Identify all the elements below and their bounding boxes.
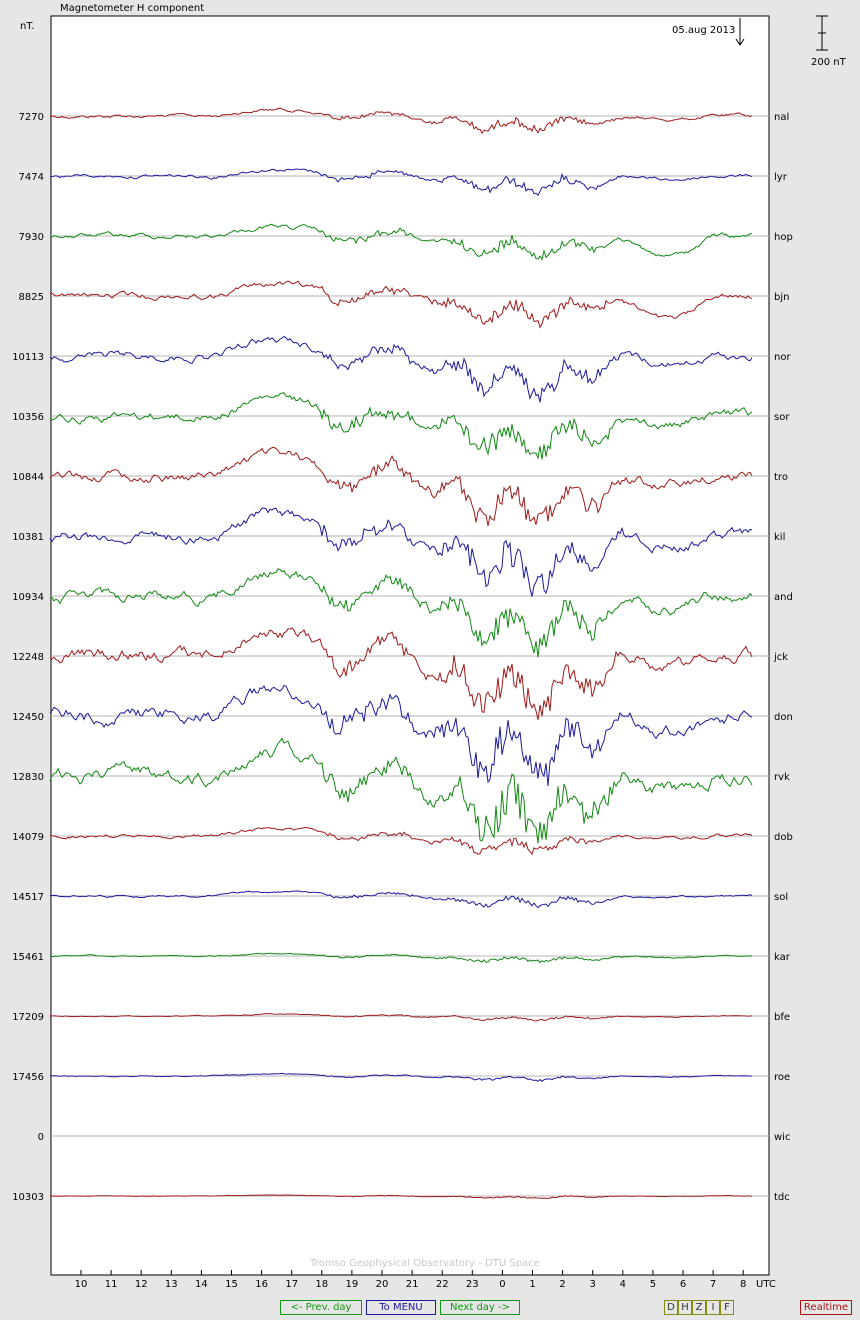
trace-sor <box>49 392 753 460</box>
trace-nal <box>49 107 753 135</box>
x-tick-label-0: 0 <box>499 1279 505 1290</box>
plot-area <box>50 15 770 1276</box>
baseline-value-nal: 7270 <box>19 112 44 123</box>
x-tick-label-11: 11 <box>105 1279 118 1290</box>
x-tick-label-20: 20 <box>376 1279 389 1290</box>
x-tick-label-3: 3 <box>590 1279 596 1290</box>
baseline-value-and: 10934 <box>12 592 44 603</box>
station-label-and: and <box>774 592 793 603</box>
x-tick-label-21: 21 <box>406 1279 419 1290</box>
scale-bar-label: 200 nT <box>811 57 847 68</box>
station-label-don: don <box>774 712 793 723</box>
x-tick-label-14: 14 <box>195 1279 208 1290</box>
station-label-hop: hop <box>774 232 793 243</box>
station-label-sor: sor <box>774 412 790 423</box>
x-axis-label: UTC <box>756 1279 776 1290</box>
x-tick-label-4: 4 <box>620 1279 626 1290</box>
chart-title: Magnetometer H component <box>60 3 204 14</box>
x-tick-label-12: 12 <box>135 1279 148 1290</box>
trace-nor <box>49 335 753 403</box>
baseline-value-sor: 10356 <box>12 412 44 423</box>
prev-day-button[interactable]: <- Prev. day <box>280 1300 362 1315</box>
to-menu-button[interactable]: To MENU <box>366 1300 436 1315</box>
baseline-value-roe: 17456 <box>12 1072 44 1083</box>
baseline-value-hop: 7930 <box>19 232 44 243</box>
x-tick-label-18: 18 <box>315 1279 328 1290</box>
baseline-value-kar: 15461 <box>12 952 44 963</box>
station-label-tdc: tdc <box>774 1192 790 1203</box>
trace-bjn <box>49 280 753 329</box>
x-tick-label-6: 6 <box>680 1279 686 1290</box>
y-unit-label: nT. <box>20 21 34 32</box>
station-label-lyr: lyr <box>774 172 788 183</box>
baseline-value-don: 12450 <box>12 712 44 723</box>
station-label-bfe: bfe <box>774 1012 790 1023</box>
x-tick-label-15: 15 <box>225 1279 238 1290</box>
x-tick-label-10: 10 <box>75 1279 88 1290</box>
scale-bar <box>816 15 828 51</box>
station-label-jck: jck <box>773 652 788 663</box>
credit-watermark: Tromso Geophysical Observatory - DTU Spa… <box>309 1258 540 1269</box>
station-label-tro: tro <box>774 472 788 483</box>
x-tick-label-22: 22 <box>436 1279 449 1290</box>
x-tick-label-19: 19 <box>346 1279 359 1290</box>
trace-don <box>49 684 753 787</box>
station-label-sol: sol <box>774 892 788 903</box>
baseline-value-tro: 10844 <box>12 472 44 483</box>
baseline-value-tdc: 10303 <box>12 1192 44 1203</box>
component-z-button[interactable]: Z <box>692 1300 706 1315</box>
baseline-value-jck: 12248 <box>12 652 44 663</box>
component-h-button[interactable]: H <box>678 1300 692 1315</box>
x-tick-label-16: 16 <box>255 1279 268 1290</box>
baseline-value-bjn: 8825 <box>19 292 44 303</box>
trace-rvk <box>49 737 753 844</box>
trace-tdc <box>49 1194 753 1200</box>
station-label-rvk: rvk <box>774 772 790 783</box>
trace-kar <box>49 952 752 964</box>
trace-roe <box>49 1072 753 1083</box>
trace-tro <box>49 446 753 527</box>
station-label-kil: kil <box>774 532 785 543</box>
station-label-nal: nal <box>774 112 789 123</box>
trace-jck <box>49 627 753 721</box>
station-label-wic: wic <box>774 1132 790 1143</box>
baseline-value-kil: 10381 <box>12 532 44 543</box>
component-f-button[interactable]: F <box>720 1300 734 1315</box>
x-tick-label-17: 17 <box>285 1279 298 1290</box>
station-label-bjn: bjn <box>774 292 789 303</box>
x-tick-label-5: 5 <box>650 1279 656 1290</box>
date-label: 05.aug 2013 <box>672 25 735 36</box>
trace-kil <box>49 507 753 597</box>
component-d-button[interactable]: D <box>664 1300 678 1315</box>
trace-bfe <box>49 1012 753 1022</box>
x-tick-label-2: 2 <box>559 1279 565 1290</box>
baseline-value-bfe: 17209 <box>12 1012 44 1023</box>
baseline-value-wic: 0 <box>38 1132 44 1143</box>
x-tick-label-1: 1 <box>529 1279 535 1290</box>
date-arrow <box>735 18 745 46</box>
trace-dob <box>49 826 753 856</box>
trace-lyr <box>49 168 753 197</box>
trace-and <box>49 568 753 658</box>
x-tick-label-13: 13 <box>165 1279 178 1290</box>
x-tick-label-8: 8 <box>740 1279 746 1290</box>
baseline-value-nor: 10113 <box>12 352 44 363</box>
baseline-value-dob: 14079 <box>12 832 44 843</box>
x-tick-label-7: 7 <box>710 1279 716 1290</box>
baseline-value-lyr: 7474 <box>19 172 44 183</box>
baseline-value-sol: 14517 <box>12 892 44 903</box>
station-label-dob: dob <box>774 832 793 843</box>
station-label-nor: nor <box>774 352 791 363</box>
next-day-button[interactable]: Next day -> <box>440 1300 520 1315</box>
baseline-value-rvk: 12830 <box>12 772 44 783</box>
x-tick-label-23: 23 <box>466 1279 479 1290</box>
realtime-button[interactable]: Realtime <box>800 1300 852 1315</box>
station-label-roe: roe <box>774 1072 790 1083</box>
trace-sol <box>49 890 753 909</box>
trace-hop <box>49 223 753 261</box>
station-label-kar: kar <box>774 952 791 963</box>
component-i-button[interactable]: I <box>706 1300 720 1315</box>
